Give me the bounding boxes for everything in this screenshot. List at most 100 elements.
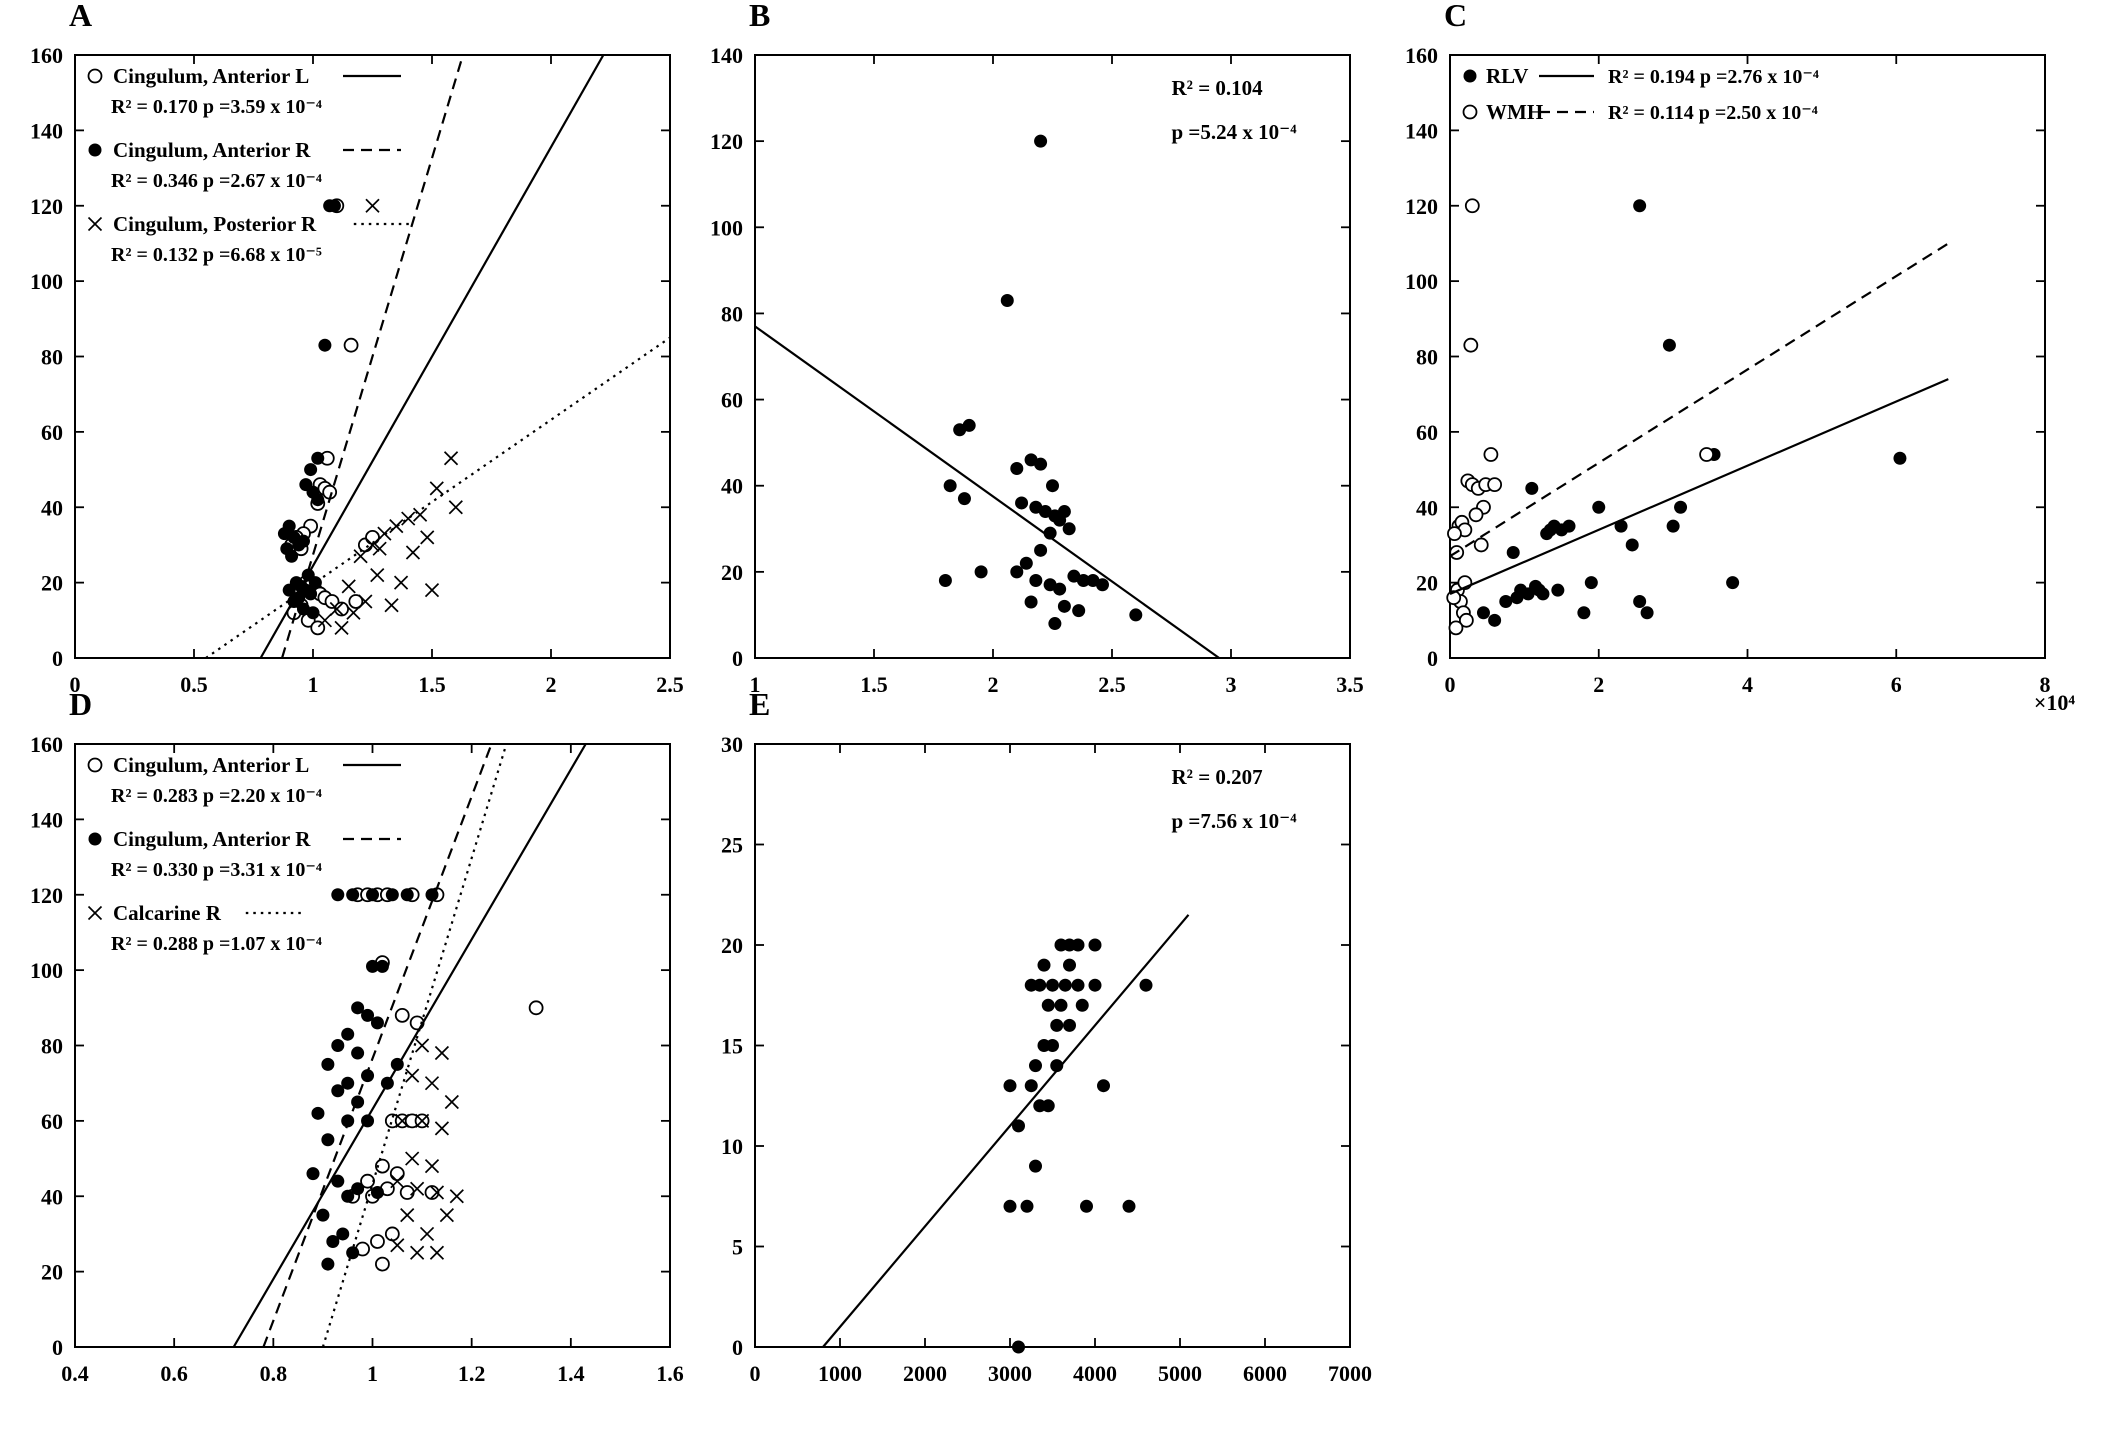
series-calcarine-r [390,1038,464,1260]
open-circle-marker [1464,198,1480,214]
tick: 160 [30,732,63,757]
cross-marker [365,537,380,553]
filled-circle-marker [1003,1199,1017,1213]
filled-circle-marker [1037,958,1051,972]
filled-circle-marker [351,1182,365,1196]
open-circle-marker [1468,507,1484,523]
tick: 0 [1427,646,1438,671]
filled-circle-marker [1029,573,1043,587]
filled-circle-marker [311,451,325,465]
legend: Cingulum, Anterior L R² = 0.283 p =2.20 x… [87,753,401,955]
legend-name: Cingulum, Posterior R [113,212,317,236]
filled-circle-marker [318,338,332,352]
tick: 40 [1416,495,1438,520]
tick: 0 [732,1335,743,1360]
series-data [1003,938,1153,1354]
tick: 140 [30,118,63,143]
tick: 8 [2040,672,2051,697]
tick: ×10⁴ [2034,690,2076,713]
x-axis: 0 2 4 6 8 [1445,55,2051,697]
filled-circle-marker [1139,978,1153,992]
tick: 2 [546,672,557,697]
tick: 100 [710,215,743,240]
tick: 120 [30,883,63,908]
tick: 1.2 [458,1361,486,1386]
chart-a: 0 0.5 1 1.5 2 2.5 0 20 40 60 80 100 120 140 160 Cingulu… [30,43,684,697]
filled-circle-marker [400,888,414,902]
cross-marker [443,451,459,466]
tick: 3 [1226,672,1237,697]
cross-marker [341,579,356,594]
filled-circle-marker [341,1076,355,1090]
legend: Cingulum, Anterior L R² = 0.170 p =3.59 x… [87,64,412,266]
filled-circle-marker [1041,1099,1055,1113]
panel-a: A 0 0.5 1 1.5 2 2.5 0 20 40 60 80 100 120 140 160 Cingu… [5,0,705,713]
filled-circle-marker [351,1046,365,1060]
tick: 6 [1891,672,1902,697]
cross-marker [419,1226,435,1242]
filled-circle-marker [304,587,318,601]
filled-circle-marker [331,1039,345,1052]
tick: 60 [41,1109,63,1134]
tick: 100 [30,958,63,983]
filled-circle-marker [321,1133,335,1147]
filled-circle-marker [311,493,325,507]
cross-marker [405,1151,420,1166]
cross-marker [372,541,387,556]
filled-circle-marker [974,565,988,579]
filled-circle-marker [1525,481,1539,495]
open-circle-marker [324,594,340,609]
legend-stats: R² = 0.132 p =6.68 x 10⁻⁵ [111,244,322,266]
tick: 160 [1405,43,1438,68]
tick: 3.5 [1336,672,1364,697]
filled-circle-marker [351,1095,365,1109]
filled-circle-marker [938,573,952,587]
cross-marker [429,481,444,496]
tick: 0.8 [260,1361,288,1386]
cross-marker [370,567,385,583]
filled-circle-marker [327,199,341,213]
tick: 120 [710,129,743,154]
tick: 20 [721,560,743,585]
filled-circle-marker [341,1114,355,1128]
filled-circle-marker [1499,594,1513,608]
fit-line-rlv [1449,378,1949,595]
filled-circle-marker [962,418,976,432]
filled-circle-marker [304,463,318,477]
tick: 30 [721,732,743,757]
annot: p =5.24 x 10⁻⁴ [1172,120,1298,144]
tick: 5000 [1158,1361,1202,1386]
legend-stats: R² = 0.283 p =2.20 x 10⁻⁴ [111,785,322,807]
cross-marker [384,598,399,613]
filled-circle-marker [1024,595,1038,609]
filled-circle-marker [375,959,389,973]
open-circle-marker [370,1234,385,1249]
tick: 15 [721,1034,743,1059]
tick: 0 [1445,672,1456,697]
filled-circle-marker [1041,998,1055,1012]
tick: 20 [721,933,743,958]
fit-line-cingulum-posterior-r [205,336,671,659]
tick: 1 [308,672,319,697]
panel-b: B 1 1.5 2 2.5 3 3.5 0 20 40 60 80 100 120 140 R² = 0.1… [685,0,1385,713]
open-circle-marker [343,337,359,353]
panel-label-c: C [1444,0,1468,33]
tick: 2.5 [656,672,684,697]
tick: 80 [41,345,63,370]
filled-circle-marker [1024,1079,1038,1093]
plot-border [1449,54,2046,659]
tick: 20 [41,1260,63,1285]
filled-circle-marker [282,583,296,597]
filled-circle-marker [1015,496,1029,510]
filled-circle-marker [1000,294,1014,308]
legend-stats: R² = 0.114 p =2.50 x 10⁻⁴ [1608,102,1818,124]
filled-circle-marker [1058,978,1072,992]
filled-circle-marker [88,832,102,846]
tick: 80 [41,1034,63,1059]
filled-circle-marker [282,519,296,533]
filled-circle-marker [1666,519,1680,533]
filled-circle-marker [1072,604,1086,618]
cross-marker [410,1245,425,1260]
filled-circle-marker [336,1227,350,1241]
chart-d: 0.4 0.6 0.8 1 1.2 1.4 1.6 0 20 40 60 80 100 120 140 160… [30,732,684,1386]
